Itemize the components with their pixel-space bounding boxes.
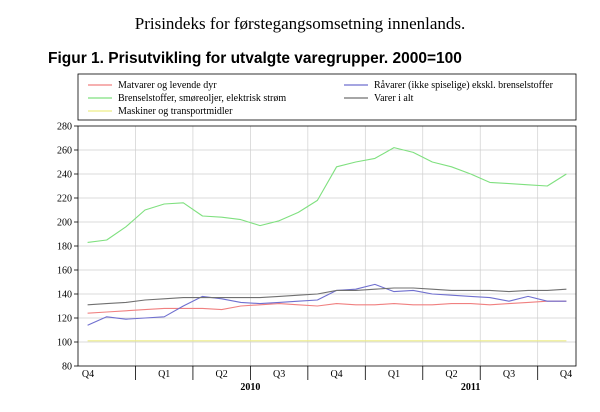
legend: Matvarer og levende dyr Brenselstoffer, s… [88, 80, 554, 117]
y-tick-label: 180 [57, 242, 72, 253]
series-line [87, 287, 567, 306]
x-quarter-label: Q1 [158, 369, 170, 380]
series-lines [87, 147, 567, 342]
x-quarter-label: Q2 [216, 369, 228, 380]
x-quarter-label: Q4 [330, 369, 342, 380]
x-quarter-label: Q2 [445, 369, 457, 380]
x-quarter-label: Q3 [273, 369, 285, 380]
y-tick-label: 120 [57, 314, 72, 325]
y-tick-label: 80 [62, 362, 72, 373]
y-tick-label: 240 [57, 170, 72, 181]
grid [78, 126, 576, 366]
figure-title: Figur 1. Prisutvikling for utvalgte vare… [48, 50, 462, 67]
series-line [87, 147, 567, 243]
y-tick-label: 100 [57, 338, 72, 349]
x-quarter-label: Q1 [388, 369, 400, 380]
y-tick-label: 140 [57, 290, 72, 301]
x-year-label: 2010 [240, 382, 260, 393]
y-tick-label: 160 [57, 266, 72, 277]
series-line [87, 283, 567, 326]
y-axis: 80 100 120 140 160 180 200 220 240 260 280 [57, 122, 78, 373]
x-quarter-label: Q4 [82, 369, 94, 380]
x-quarter-label: Q4 [560, 369, 572, 380]
legend-label: Råvarer (ikke spiselige) ekskl. brensels… [374, 80, 554, 91]
y-tick-label: 260 [57, 146, 72, 157]
x-year-label: 2011 [461, 382, 480, 393]
x-quarter-label: Q3 [503, 369, 515, 380]
legend-label: Maskiner og transportmidler [118, 106, 233, 117]
legend-label: Varer i alt [374, 93, 414, 104]
legend-label: Matvarer og levende dyr [118, 80, 217, 91]
legend-box [77, 73, 577, 121]
series-line [87, 300, 567, 314]
page-title: Prisindeks for førstegangsomsetning inne… [134, 14, 466, 33]
legend-label: Brenselstoffer, smøreoljer, elektrisk st… [118, 93, 286, 104]
y-tick-label: 220 [57, 194, 72, 205]
y-tick-label: 200 [57, 218, 72, 229]
y-tick-label: 280 [57, 122, 72, 133]
x-axis: Q4 Q1 Q2 Q3 Q4 Q1 Q2 Q3 Q4 2010 2011 [82, 366, 572, 393]
